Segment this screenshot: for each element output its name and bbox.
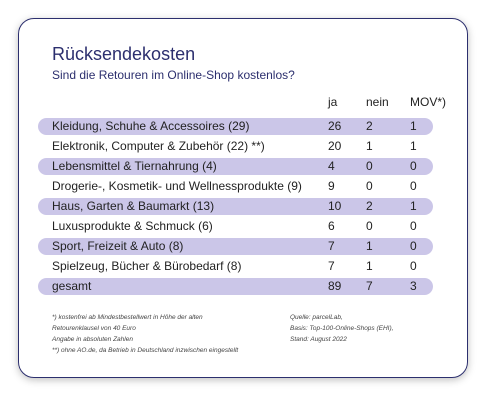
cell-value: 1 (410, 119, 417, 133)
cell-value: 9 (328, 179, 335, 193)
cell-value: 2 (366, 119, 373, 133)
cell-value: 89 (328, 279, 342, 293)
footnote: Retourenklausel von 40 Euro (52, 325, 136, 332)
cell-value: 7 (366, 279, 373, 293)
table-row: Drogerie-, Kosmetik- und Wellnessprodukt… (38, 178, 433, 195)
row-label: Lebensmittel & Tiernahrung (4) (52, 159, 217, 173)
column-header: MOV*) (410, 95, 446, 109)
cell-value: 6 (328, 219, 335, 233)
source-note: Basis: Top-100-Online-Shops (EHI), (290, 325, 394, 332)
card (18, 18, 468, 378)
cell-value: 0 (410, 239, 417, 253)
cell-value: 0 (366, 159, 373, 173)
cell-value: 1 (366, 239, 373, 253)
source-note: Stand: August 2022 (290, 336, 347, 343)
subtitle: Sind die Retouren im Online-Shop kostenl… (52, 68, 295, 82)
row-label: Haus, Garten & Baumarkt (13) (52, 199, 215, 213)
cell-value: 0 (366, 219, 373, 233)
table-row: Kleidung, Schuhe & Accessoires (29) 26 2 1 (38, 118, 433, 135)
table-row: gesamt 89 7 3 (38, 278, 433, 295)
cell-value: 7 (328, 239, 335, 253)
cell-value: 10 (328, 199, 342, 213)
table-row: Sport, Freizeit & Auto (8) 7 1 0 (38, 238, 433, 255)
cell-value: 3 (410, 279, 417, 293)
table-row: Spielzeug, Bücher & Bürobedarf (8) 7 1 0 (38, 258, 433, 275)
table-row: Haus, Garten & Baumarkt (13) 10 2 1 (38, 198, 433, 215)
footnote: Angabe in absoluten Zahlen (52, 336, 133, 343)
footnote: **) ohne AO.de, da Betrieb in Deutschlan… (52, 347, 239, 354)
table-row: Luxusprodukte & Schmuck (6) 6 0 0 (38, 218, 433, 235)
cell-value: 1 (410, 139, 417, 153)
cell-value: 1 (366, 139, 373, 153)
table-row: Elektronik, Computer & Zubehör (22) **) 2… (38, 138, 433, 155)
cell-value: 7 (328, 259, 335, 273)
column-header: ja (328, 95, 338, 109)
cell-value: 1 (366, 259, 373, 273)
cell-value: 0 (366, 179, 373, 193)
row-label: gesamt (52, 279, 92, 293)
title: Rücksendekosten (52, 44, 196, 64)
footnote: *) kostenfrei ab Mindestbestellwert in H… (52, 314, 203, 321)
row-label: Drogerie-, Kosmetik- und Wellnessprodukt… (52, 179, 302, 193)
row-label: Kleidung, Schuhe & Accessoires (29) (52, 119, 250, 133)
row-label: Elektronik, Computer & Zubehör (22) **) (52, 139, 265, 153)
row-label: Sport, Freizeit & Auto (8) (52, 239, 184, 253)
row-label: Spielzeug, Bücher & Bürobedarf (8) (52, 259, 242, 273)
cell-value: 1 (410, 199, 417, 213)
cell-value: 0 (410, 159, 417, 173)
cell-value: 26 (328, 119, 342, 133)
cell-value: 2 (366, 199, 373, 213)
cell-value: 20 (328, 139, 342, 153)
cell-value: 0 (410, 219, 417, 233)
cell-value: 0 (410, 179, 417, 193)
cell-value: 4 (328, 159, 335, 173)
row-label: Luxusprodukte & Schmuck (6) (52, 219, 213, 233)
column-header: nein (366, 95, 389, 109)
table-row: Lebensmittel & Tiernahrung (4) 4 0 0 (38, 158, 433, 175)
cell-value: 0 (410, 259, 417, 273)
source-note: Quelle: parcelLab, (290, 314, 343, 321)
